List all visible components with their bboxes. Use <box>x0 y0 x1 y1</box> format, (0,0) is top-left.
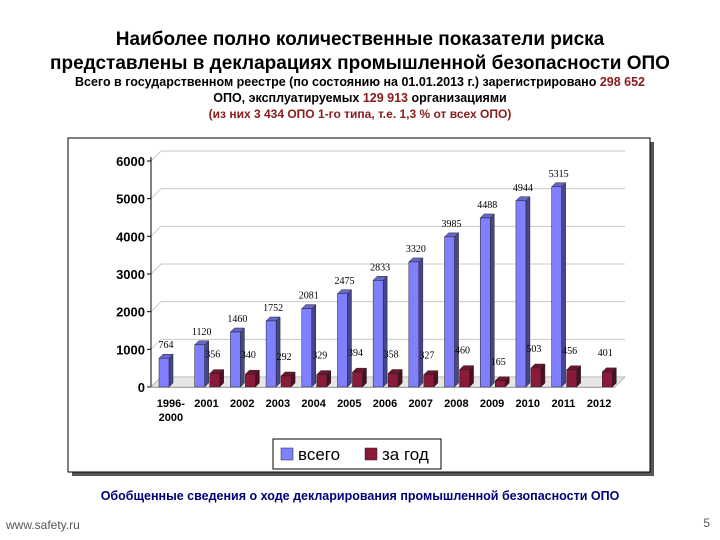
legend-swatch <box>364 447 378 461</box>
x-tick-label: 2008 <box>444 398 468 410</box>
bar-vsego <box>158 353 174 388</box>
bar-za-god <box>316 370 332 388</box>
legend-label: за год <box>382 445 429 464</box>
gridline-depth <box>150 338 162 350</box>
x-tick-label: 2001 <box>194 398 218 410</box>
data-label-vsego: 1460 <box>227 314 247 325</box>
bar-za-god <box>423 370 439 388</box>
x-tick-label: 2007 <box>408 398 432 410</box>
legend-label: всего <box>298 445 340 464</box>
chart-caption: Обобщенные сведения о ходе декларировани… <box>100 489 620 503</box>
legend-box <box>272 438 442 470</box>
y-tick-label: 4000 <box>116 229 145 244</box>
data-label-za-god: 356 <box>205 350 220 361</box>
data-label-za-god: 358 <box>384 350 399 361</box>
x-tick-label: 2004 <box>301 398 326 410</box>
bar-vsego <box>515 196 531 388</box>
bar-za-god <box>209 368 225 388</box>
data-label-za-god: 165 <box>491 357 506 368</box>
data-label-za-god: 503 <box>526 344 541 355</box>
gridline-depth <box>150 263 162 275</box>
y-tick-label: 5000 <box>116 192 145 207</box>
bar-vsego <box>301 304 317 388</box>
y-tick-label: 2000 <box>116 305 145 320</box>
legend-swatch <box>280 447 294 461</box>
data-label-za-god: 327 <box>419 351 434 362</box>
bar-vsego <box>443 232 460 388</box>
summary-text-3: организациями <box>408 91 507 105</box>
type1-note: (из них 3 434 ОПО 1-го типа, т.е. 1,3 % … <box>208 107 512 121</box>
summary-line-1: Всего в государственном реестре (по сост… <box>0 74 720 90</box>
source-url: www.safety.ru <box>6 518 80 532</box>
bar-za-god <box>280 371 296 388</box>
y-tick-label: 0 <box>138 380 145 395</box>
bar-za-god <box>530 363 546 388</box>
summary-text-1: Всего в государственном реестре (по сост… <box>74 75 600 89</box>
data-label-vsego: 1752 <box>263 303 283 314</box>
x-tick-label: 1996- <box>157 398 185 410</box>
x-tick-label: 2010 <box>516 398 540 410</box>
data-label-vsego: 4488 <box>477 200 497 211</box>
data-label-za-god: 401 <box>598 348 613 359</box>
bar-vsego <box>372 275 388 388</box>
title-line-2: представлены в декларациях промышленной … <box>50 53 670 74</box>
data-label-vsego: 3320 <box>406 244 426 255</box>
data-label-za-god: 329 <box>312 351 327 362</box>
data-label-za-god: 394 <box>348 348 363 359</box>
x-tick-label: 2012 <box>587 398 611 410</box>
declarations-bar-chart: 0 1000 2000 3000 4000 5000 6000 1996- 2000 764 200… <box>67 137 654 476</box>
gridline-depth <box>150 188 162 200</box>
bar-vsego <box>408 257 424 388</box>
total-opo-count: 298 652 <box>599 75 646 89</box>
y-tick-label: 1000 <box>116 342 145 357</box>
x-tick-label: 2009 <box>480 398 504 410</box>
data-label-vsego: 2081 <box>299 291 319 302</box>
data-label-za-god: 292 <box>277 352 292 363</box>
organizations-count: 129 913 <box>362 91 409 105</box>
y-tick-label: 6000 <box>116 154 145 169</box>
bar-vsego <box>194 340 210 388</box>
bar-za-god <box>566 365 582 388</box>
y-tick-label: 3000 <box>116 267 145 282</box>
gridline-depth <box>150 150 162 162</box>
x-tick-label: 2000 <box>159 412 183 424</box>
title-line-1: Наиболее полно количественные показатели… <box>115 29 605 50</box>
bar-za-god <box>601 367 617 388</box>
gridline-depth <box>150 225 162 237</box>
bar-vsego <box>265 316 281 388</box>
x-tick-label: 2005 <box>337 398 361 410</box>
data-label-vsego: 2833 <box>370 262 390 273</box>
bar-za-god <box>387 368 403 388</box>
bar-za-god <box>494 376 510 388</box>
x-tick-label: 2002 <box>230 398 254 410</box>
bar-vsego <box>479 213 495 388</box>
data-label-za-god: 340 <box>241 350 256 361</box>
bar-za-god <box>458 365 475 388</box>
bar-za-god <box>244 369 260 388</box>
x-tick-label: 2011 <box>552 398 576 410</box>
data-label-vsego: 3985 <box>442 219 462 230</box>
data-label-vsego: 764 <box>159 340 174 351</box>
data-label-vsego: 2475 <box>334 276 354 287</box>
data-label-vsego: 5315 <box>549 169 569 180</box>
bar-za-god <box>351 367 368 388</box>
data-label-za-god: 456 <box>562 346 577 357</box>
bar-vsego <box>551 182 567 388</box>
bar-vsego <box>229 327 245 388</box>
summary-line-2: ОПО, эксплуатируемых 129 913 организация… <box>0 90 720 106</box>
x-tick-label: 2006 <box>373 398 397 410</box>
data-label-vsego: 4944 <box>513 183 533 194</box>
summary-text-2: ОПО, эксплуатируемых <box>213 91 363 105</box>
data-label-za-god: 460 <box>455 346 470 357</box>
data-label-vsego: 1120 <box>192 327 212 338</box>
page-number: 5 <box>703 516 710 530</box>
gridline-depth <box>150 301 162 313</box>
bar-vsego <box>336 289 353 388</box>
registry-summary: Всего в государственном реестре (по сост… <box>0 74 720 106</box>
slide-title: Наиболее полно количественные показатели… <box>0 28 720 76</box>
x-tick-label: 2003 <box>266 398 290 410</box>
